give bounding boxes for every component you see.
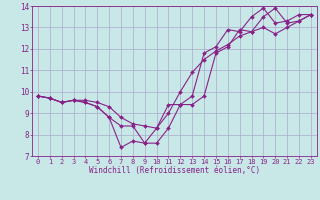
X-axis label: Windchill (Refroidissement éolien,°C): Windchill (Refroidissement éolien,°C)	[89, 166, 260, 175]
